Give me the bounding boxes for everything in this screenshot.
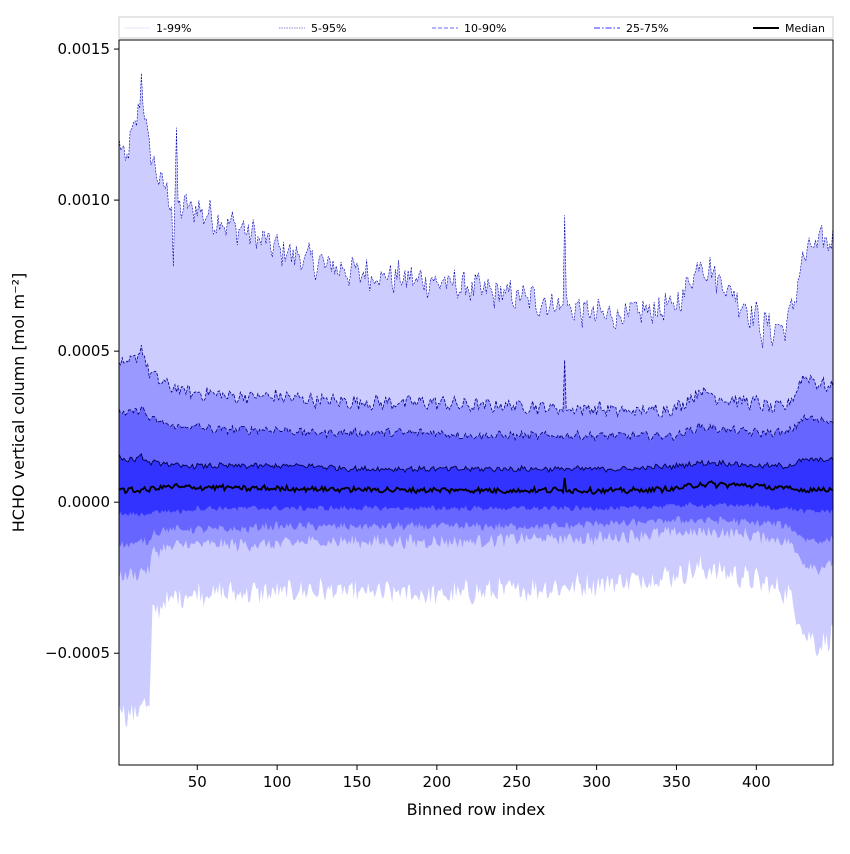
lines-layer	[119, 73, 833, 495]
legend-label: 1-99%	[156, 22, 191, 35]
band-25-75%	[119, 453, 833, 517]
band-edge-1-99%	[119, 73, 833, 349]
legend-label: 10-90%	[464, 22, 506, 35]
band-edge-5-95%	[119, 345, 833, 418]
x-tick-label: 100	[263, 773, 292, 791]
legend-label: 5-95%	[311, 22, 346, 35]
x-tick-label: 50	[188, 773, 207, 791]
y-tick-label: −0.0005	[45, 644, 110, 662]
x-tick-label: 300	[582, 773, 611, 791]
band-edge-25-75%	[119, 453, 833, 474]
y-axis-label: HCHO vertical column [mol m⁻²]	[9, 273, 28, 532]
x-ticks: 50 100 150 200 250 300 350 400	[188, 765, 771, 791]
y-tick-label: 0.0005	[58, 342, 111, 360]
plot-frame	[118, 39, 834, 766]
legend-label: 25-75%	[626, 22, 668, 35]
legend-box	[118, 16, 834, 39]
y-ticks: −0.0005 0.0000 0.0005 0.0010 0.0015	[45, 40, 119, 662]
y-tick-label: 0.0015	[58, 40, 111, 58]
legend-label: Median	[785, 22, 825, 35]
band-edge-10-90%	[119, 406, 833, 442]
bands-layer	[119, 73, 833, 728]
y-tick-label: 0.0010	[58, 191, 111, 209]
x-tick-label: 200	[423, 773, 452, 791]
x-tick-label: 350	[662, 773, 691, 791]
x-axis-label: Binned row index	[407, 800, 546, 819]
x-tick-label: 150	[343, 773, 372, 791]
y-tick-label: 0.0000	[58, 493, 111, 511]
x-tick-label: 250	[502, 773, 531, 791]
legend: 1-99% 5-95% 10-90% 25-75% Median	[118, 16, 834, 39]
median-line	[119, 477, 833, 495]
x-tick-label: 400	[742, 773, 771, 791]
